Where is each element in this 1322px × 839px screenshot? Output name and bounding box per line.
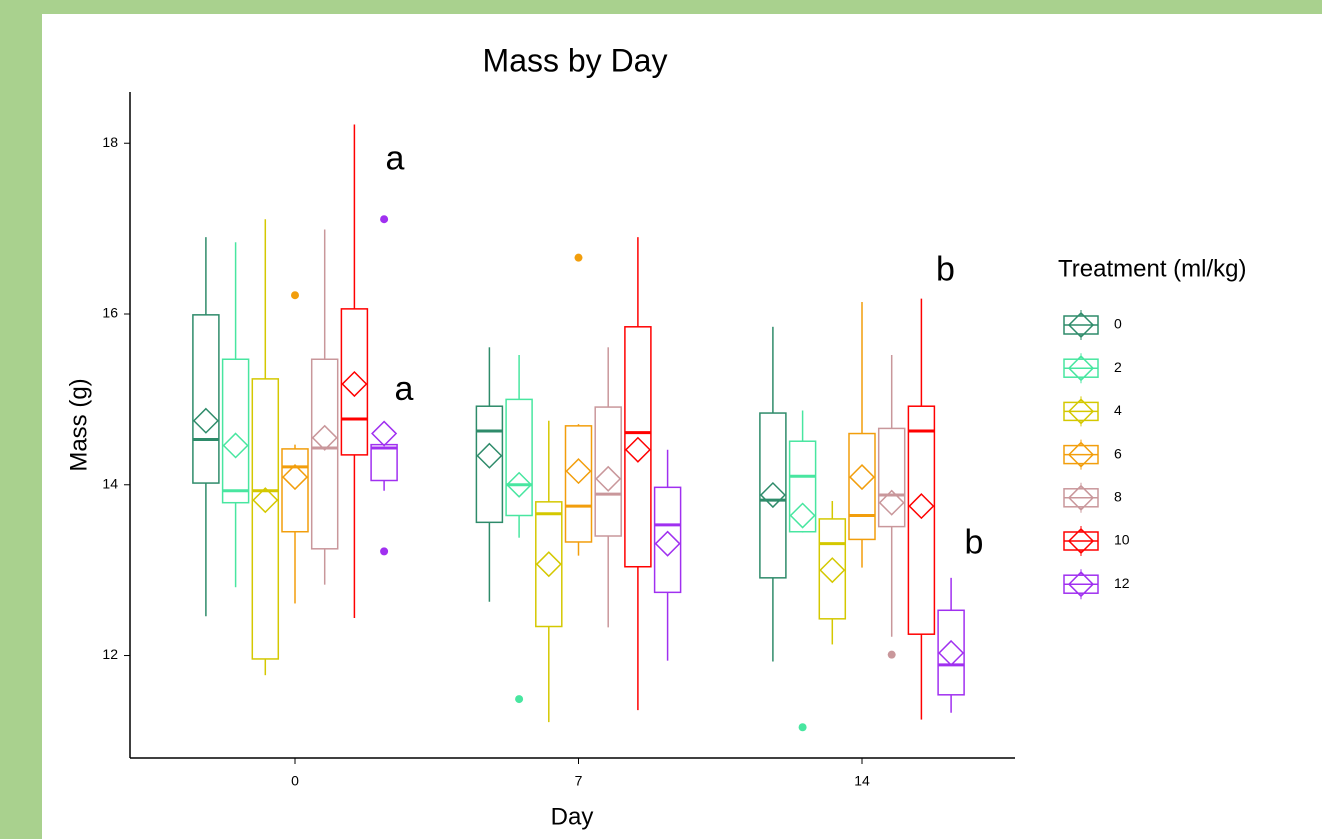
legend-label: 0 xyxy=(1114,316,1122,332)
box xyxy=(848,432,876,541)
legend-key xyxy=(1067,398,1095,425)
legend-key xyxy=(1067,355,1095,382)
mean-marker xyxy=(624,436,651,463)
legend-key xyxy=(1067,441,1095,468)
outlier xyxy=(887,650,896,659)
y-tick-label: 16 xyxy=(102,305,118,321)
x-tick-label: 14 xyxy=(854,773,870,789)
box xyxy=(475,405,504,524)
legend-key xyxy=(1067,484,1095,511)
mean-marker xyxy=(938,639,965,667)
y-tick-label: 14 xyxy=(102,475,118,491)
outlier xyxy=(798,723,807,732)
legend-key xyxy=(1067,571,1095,598)
box xyxy=(759,412,787,579)
box xyxy=(937,609,965,696)
legend-label: 10 xyxy=(1114,532,1130,548)
outlier xyxy=(291,291,299,300)
mean-marker xyxy=(341,370,368,398)
mean-marker xyxy=(311,424,338,451)
box xyxy=(310,358,339,550)
annotation: b xyxy=(965,524,984,562)
mean-marker xyxy=(476,442,503,469)
chart-title: Mass by Day xyxy=(483,42,668,78)
annotation: a xyxy=(386,139,405,177)
outlier xyxy=(515,695,524,704)
mean-marker xyxy=(371,420,398,447)
mean-marker xyxy=(819,557,846,584)
legend-label: 8 xyxy=(1114,489,1122,505)
mean-marker xyxy=(848,464,876,491)
box xyxy=(818,518,847,620)
box xyxy=(877,427,906,528)
box xyxy=(505,398,533,517)
y-axis-label: Mass (g) xyxy=(65,378,92,471)
mean-marker xyxy=(654,530,681,557)
mean-marker xyxy=(222,432,249,459)
box xyxy=(221,358,250,504)
mean-marker xyxy=(535,551,562,578)
legend-label: 2 xyxy=(1114,359,1122,375)
legend-key xyxy=(1067,527,1095,555)
outlier xyxy=(380,215,389,224)
x-tick-label: 7 xyxy=(575,773,583,789)
legend-label: 12 xyxy=(1114,575,1130,591)
box xyxy=(788,440,817,533)
mean-marker xyxy=(506,471,533,498)
box xyxy=(192,314,220,484)
mean-marker xyxy=(252,487,279,514)
box xyxy=(340,308,369,456)
box xyxy=(281,448,309,533)
box xyxy=(370,443,398,482)
x-tick-label: 0 xyxy=(291,773,299,789)
box xyxy=(251,378,280,660)
mean-marker xyxy=(908,493,935,520)
legend-label: 6 xyxy=(1114,445,1122,461)
mean-marker xyxy=(789,502,816,529)
mean-marker xyxy=(281,464,309,491)
y-tick-label: 18 xyxy=(102,134,118,150)
outlier xyxy=(380,547,389,556)
annotation: b xyxy=(936,250,955,288)
mean-marker xyxy=(595,465,622,492)
y-tick-label: 12 xyxy=(102,646,118,662)
outlier xyxy=(574,253,583,262)
legend-title: Treatment (ml/kg) xyxy=(1058,255,1246,282)
box xyxy=(907,405,936,635)
mean-marker xyxy=(878,489,905,516)
box xyxy=(535,501,563,628)
x-axis-label: Day xyxy=(551,803,594,830)
mean-marker xyxy=(759,481,786,509)
mean-marker xyxy=(192,407,219,434)
mean-marker xyxy=(565,458,592,485)
legend-label: 4 xyxy=(1114,402,1122,418)
legend-key xyxy=(1067,311,1095,339)
box xyxy=(594,406,622,537)
annotation: a xyxy=(395,370,414,408)
